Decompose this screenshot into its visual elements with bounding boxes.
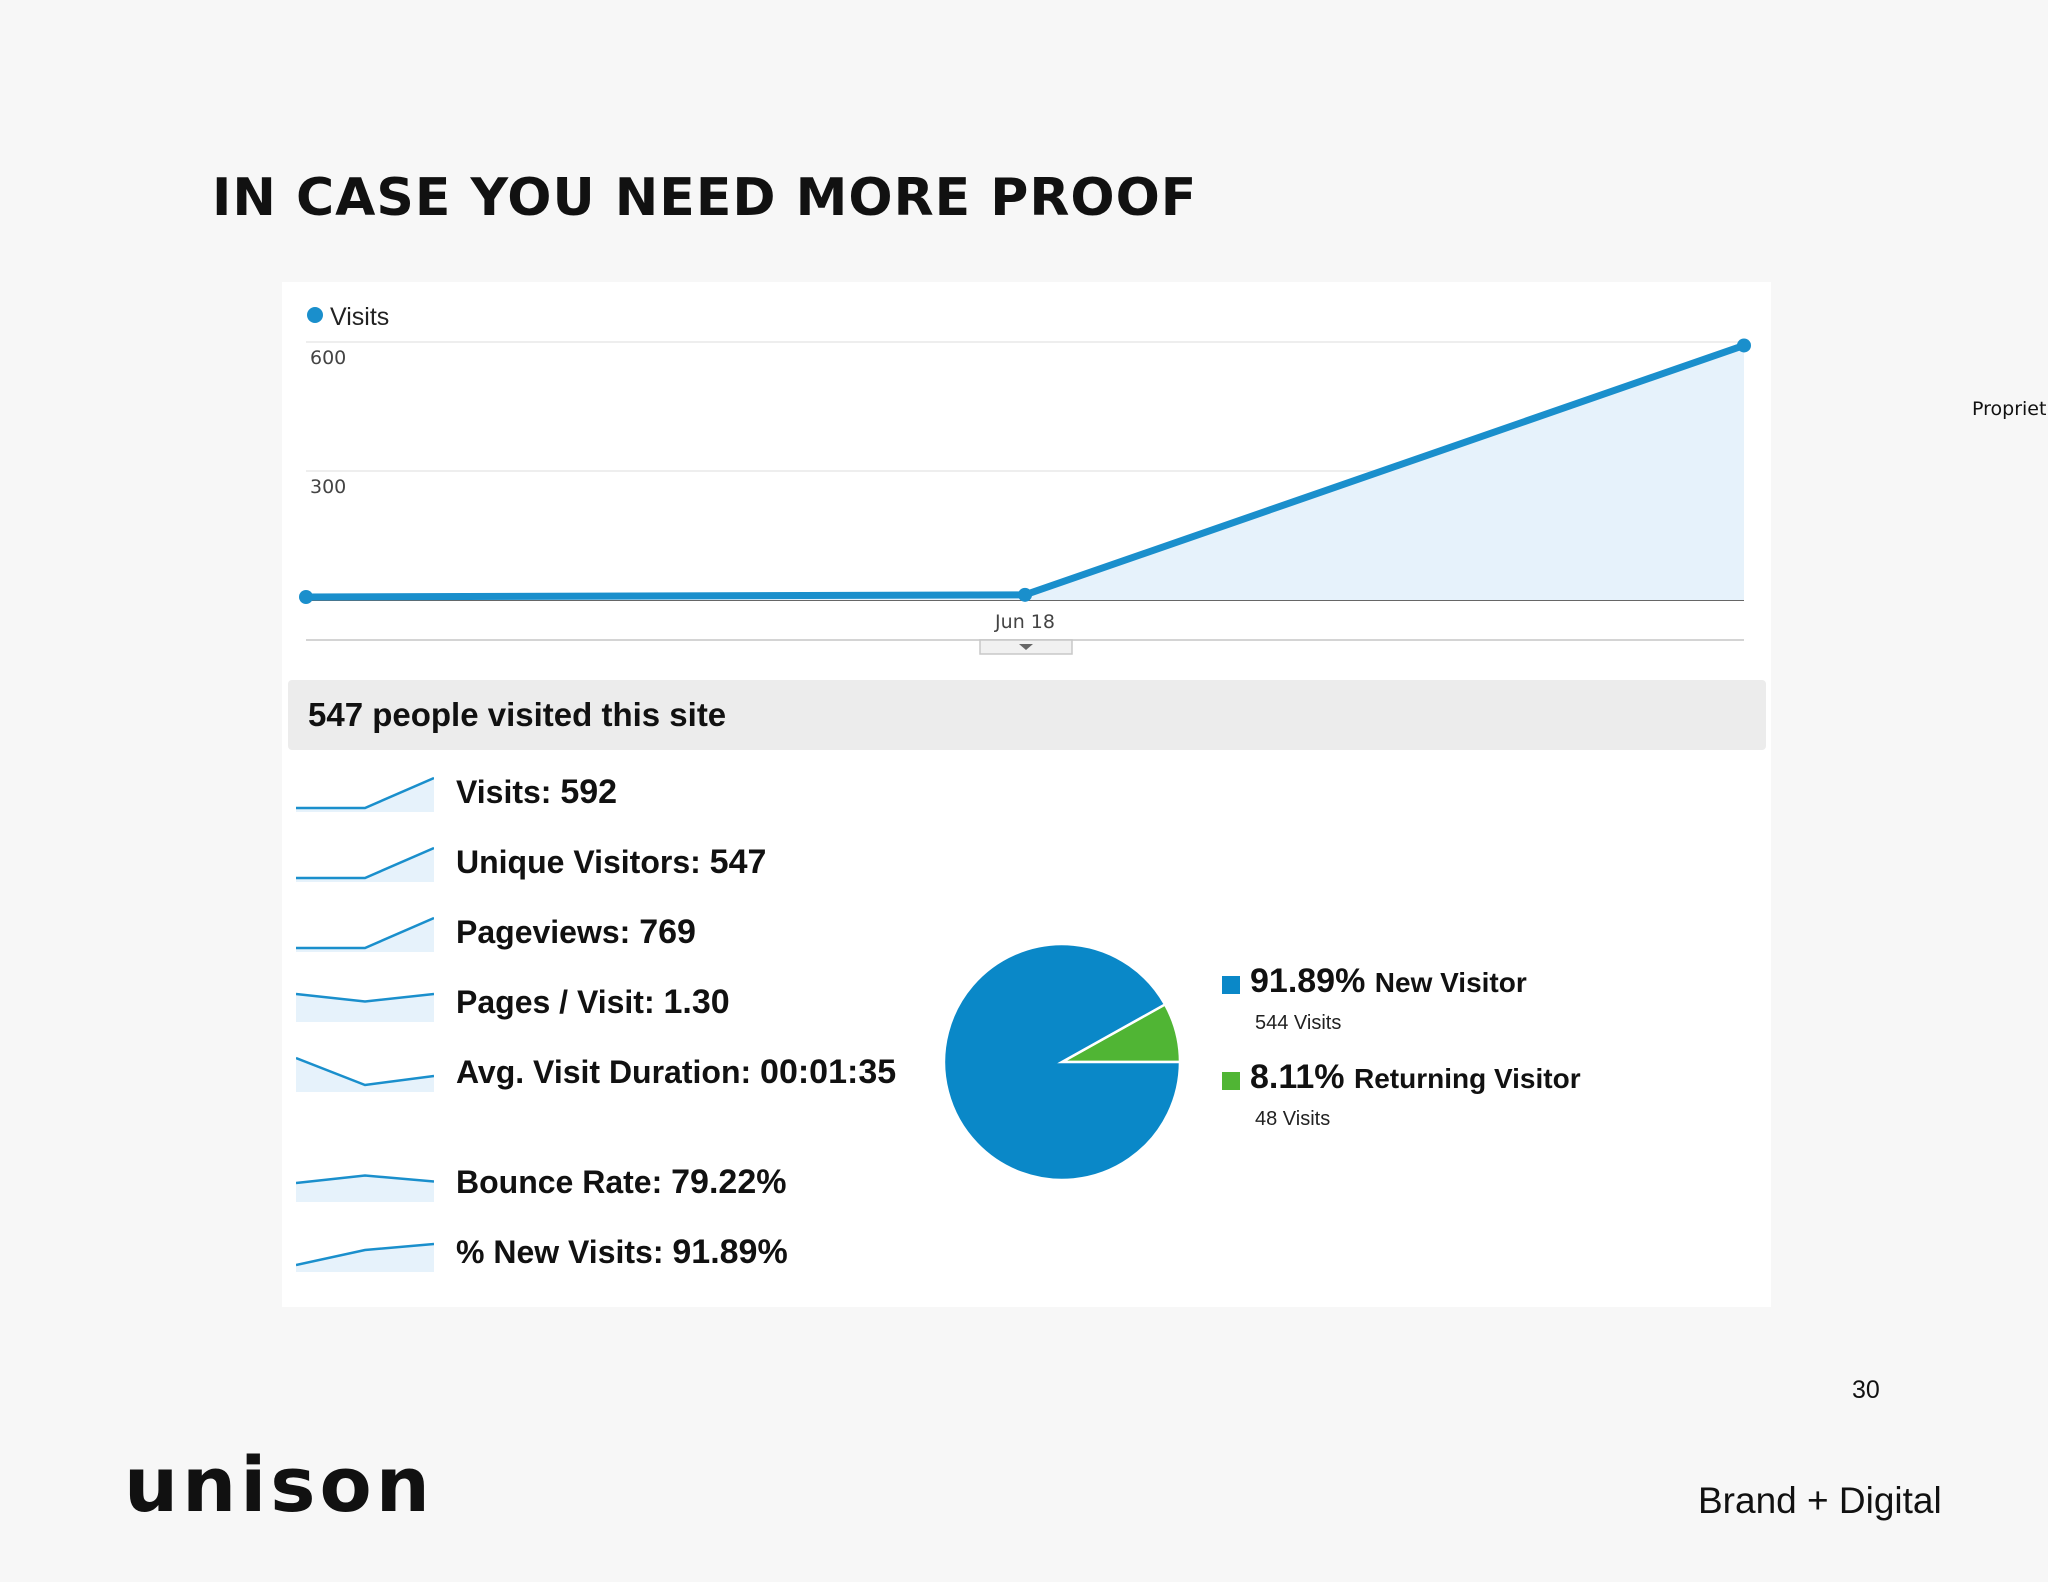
sparkline (296, 1174, 434, 1202)
metric-text: % New Visits: 91.89% (456, 1232, 936, 1272)
side-note: Propriet (1972, 398, 2047, 420)
sparkline (296, 1056, 434, 1092)
sparkline-line (296, 1056, 434, 1087)
sparkline-line (296, 776, 434, 810)
metric-value: 1.30 (663, 983, 730, 1021)
sparkline (296, 1242, 434, 1272)
y-tick-label: 300 (310, 476, 346, 498)
sparkline-fill (296, 778, 434, 812)
analytics-panel: Visits 300 600 Jun 18 547 people visited … (282, 282, 1771, 1307)
metric-label: Visits: (456, 774, 561, 810)
sparkline-fill (296, 994, 434, 1022)
sparkline (296, 992, 434, 1022)
sparkline-line (296, 1242, 434, 1267)
pie-slice-new-visitor (942, 942, 1182, 1182)
metric-label: Pageviews: (456, 914, 640, 950)
sparkline-fill (296, 1175, 434, 1202)
sparkline (296, 846, 434, 882)
chevron-down-icon (1019, 644, 1033, 650)
metric-text: Bounce Rate: 79.22% (456, 1162, 936, 1202)
metric-label: Bounce Rate: (456, 1164, 672, 1200)
legend-label: Returning Visitor (1353, 1063, 1581, 1094)
metric-text: Visits: 592 (456, 772, 936, 812)
legend-sublabel: 48 Visits (1255, 1108, 1331, 1130)
sparkline-fill (296, 1058, 434, 1092)
page-number: 30 (1852, 1376, 1880, 1404)
metric-text: Pageviews: 769 (456, 912, 936, 952)
y-tick-label: 600 (310, 347, 346, 369)
metric-label: Avg. Visit Duration: (456, 1054, 761, 1090)
metric-value: 592 (560, 773, 618, 811)
sparkline (296, 916, 434, 952)
legend-percent: 8.11% (1250, 1058, 1345, 1096)
legend-sublabel: 544 Visits (1255, 1012, 1342, 1034)
metric-label: Unique Visitors: (456, 844, 710, 880)
slide-title: IN CASE YOU NEED MORE PROOF (212, 168, 1198, 228)
legend-main: 8.11% Returning Visitor (1250, 1058, 1581, 1097)
metric-text: Avg. Visit Duration: 00:01:35 (456, 1052, 936, 1092)
metric-text: Pages / Visit: 1.30 (456, 982, 936, 1022)
metric-value: 91.89% (672, 1233, 788, 1271)
sparkline-line (296, 992, 434, 1003)
visits-point-1 (1018, 587, 1032, 602)
metric-text: Unique Visitors: 547 (456, 842, 936, 882)
metric-value: 00:01:35 (760, 1053, 897, 1091)
summary-bar: 547 people visited this site (288, 680, 1766, 750)
visitor-type-pie (942, 942, 1182, 1182)
legend-swatch (1222, 1072, 1240, 1090)
legend-swatch (1222, 976, 1240, 994)
sparkline-line (296, 846, 434, 880)
unison-logo: unison (124, 1440, 434, 1529)
tagline: Brand + Digital (1698, 1480, 1942, 1521)
metric-value: 79.22% (671, 1163, 787, 1201)
visits-point-0 (299, 589, 313, 604)
sparkline-line (296, 916, 434, 950)
sparkline-fill (296, 1244, 434, 1272)
visits-area-fill (306, 345, 1744, 600)
sparkline-line (296, 1174, 434, 1185)
sparkline (296, 776, 434, 812)
legend-percent: 91.89% (1250, 962, 1366, 1000)
metric-label: % New Visits: (456, 1234, 673, 1270)
metric-label: Pages / Visit: (456, 984, 664, 1020)
visits-point-2 (1737, 338, 1751, 353)
legend-dot-visits (307, 307, 323, 323)
metric-value: 547 (709, 843, 767, 881)
legend-label: New Visitor (1374, 967, 1527, 998)
metric-value: 769 (639, 913, 696, 951)
legend-label-visits: Visits (330, 303, 389, 331)
x-tick-label: Jun 18 (994, 611, 1055, 633)
visits-area-chart: Visits 300 600 Jun 18 (299, 303, 1751, 655)
summary-text: 547 people visited this site (308, 696, 727, 733)
legend-main: 91.89% New Visitor (1250, 962, 1527, 1001)
sparkline-fill (296, 918, 434, 952)
sparkline-fill (296, 848, 434, 882)
